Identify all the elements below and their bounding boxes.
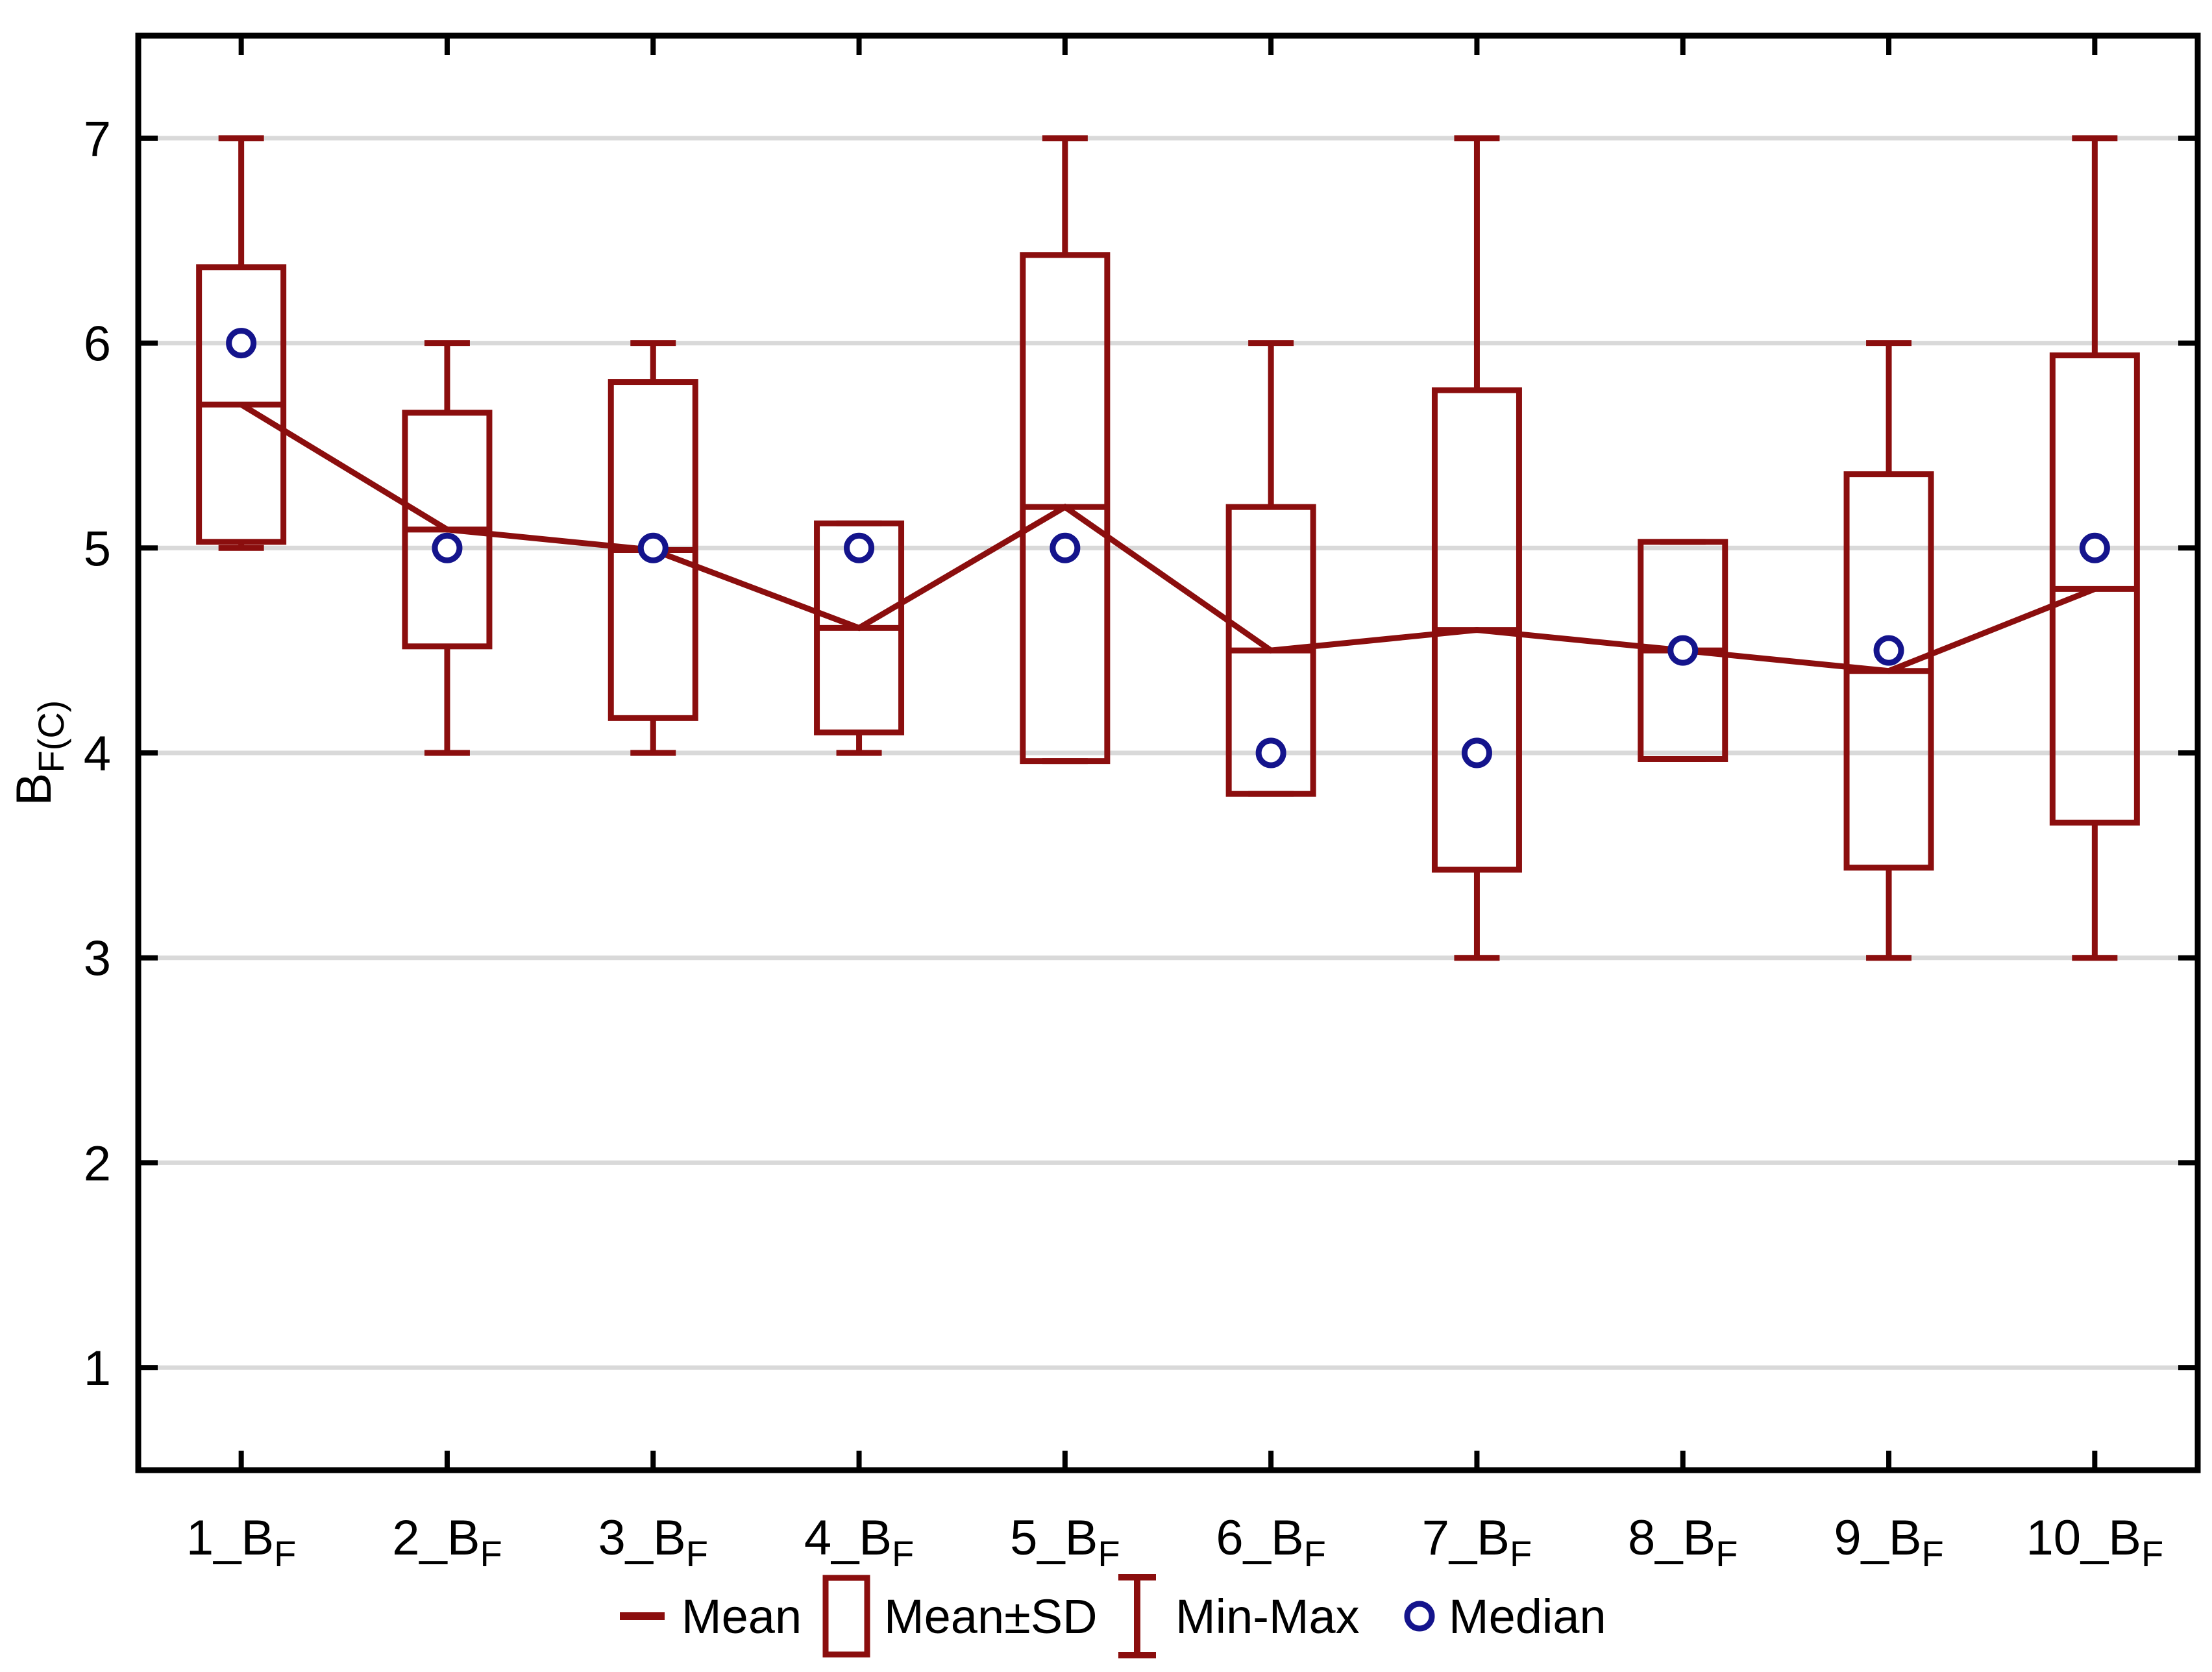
- x-tick-label: 2_BF: [392, 1510, 502, 1574]
- box-group-10: [2049, 135, 2140, 961]
- box-group-1: [196, 135, 287, 551]
- x-tick-label: 1_BF: [186, 1510, 296, 1574]
- median-marker-5: [1050, 532, 1081, 563]
- box-group-4: [814, 520, 905, 756]
- legend-label: Mean: [682, 1590, 802, 1643]
- median-marker-1: [226, 328, 257, 359]
- median-marker-3: [637, 532, 669, 563]
- mean-line: [240, 402, 2096, 674]
- y-tick-label: 1: [84, 1341, 111, 1396]
- x-tick-label: 10_BF: [2026, 1510, 2163, 1574]
- median-marker-4: [844, 532, 875, 563]
- x-tick-label: 7_BF: [1422, 1510, 1532, 1574]
- median-marker-9: [1873, 635, 1904, 666]
- legend-label: Min-Max: [1175, 1590, 1360, 1643]
- x-tick-label: 9_BF: [1834, 1510, 1943, 1574]
- legend: Mean Mean±SD Min-Max Median: [620, 1574, 1606, 1658]
- x-tick-label: 3_BF: [598, 1510, 708, 1574]
- y-tick-label: 3: [84, 931, 111, 987]
- legend-label: Median: [1449, 1590, 1606, 1643]
- median-marker-6: [1255, 737, 1286, 768]
- y-tick-label: 2: [84, 1136, 111, 1191]
- x-tick-label: 6_BF: [1216, 1510, 1325, 1574]
- x-tick-label: 5_BF: [1010, 1510, 1120, 1574]
- x-tick-label: 8_BF: [1628, 1510, 1738, 1574]
- y-tick-label: 6: [84, 317, 111, 372]
- x-tick-label: 4_BF: [804, 1510, 914, 1574]
- svg-text:BF(C): BF(C): [6, 700, 71, 806]
- median-marker-7: [1461, 737, 1492, 768]
- legend-label: Mean±SD: [884, 1590, 1098, 1643]
- y-tick-label: 5: [84, 521, 111, 576]
- y-tick-label: 4: [84, 726, 111, 781]
- y-axis-title: BF(C): [6, 700, 71, 806]
- median-icon: [1404, 1601, 1435, 1632]
- sd-box-icon: [822, 1575, 870, 1658]
- median-marker-8: [1667, 635, 1699, 666]
- median-marker-2: [432, 532, 463, 563]
- box-group-2: [402, 340, 493, 756]
- y-tick-label: 7: [84, 112, 111, 167]
- median-marker-10: [2079, 532, 2110, 563]
